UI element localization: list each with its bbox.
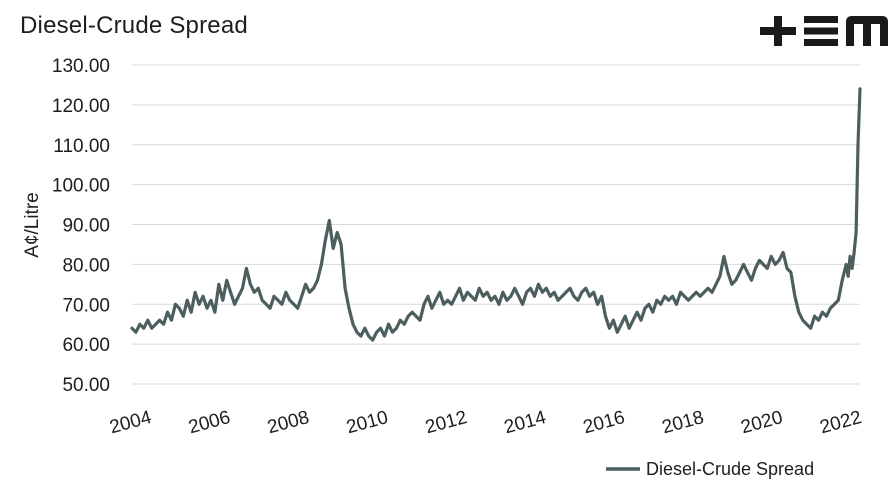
x-tick-label: 2014 [502,407,549,438]
x-tick-label: 2006 [186,407,232,438]
x-tick-label: 2020 [739,407,785,438]
logo-e-bottom [804,39,838,46]
brand-logo [760,16,888,46]
logo-m [846,16,888,46]
y-tick-label: 60.00 [62,335,110,356]
legend-label: Diesel-Crude Spread [646,459,814,479]
y-tick-label: 70.00 [62,295,110,316]
x-tick-label: 2004 [107,407,154,438]
gridlines [132,64,860,385]
x-tick-label: 2012 [423,407,469,438]
x-tick-label: 2022 [818,407,864,438]
y-tick-label: 130.00 [52,56,110,77]
y-tick-label: 50.00 [62,375,110,396]
x-tick-label: 2008 [265,407,311,438]
y-tick-label: 110.00 [53,136,110,157]
y-axis-ticks: 50.00 60.00 70.00 80.00 90.00 100.00 110.00 120… [52,56,110,396]
logo-e-top [804,16,838,23]
legend: Diesel-Crude Spread [606,459,814,479]
y-tick-label: 100.00 [52,176,110,197]
y-tick-label: 120.00 [52,96,110,117]
x-axis-ticks: 2004 2006 2008 2010 2012 2014 2016 2018 2020 2022 [107,407,864,438]
x-tick-label: 2018 [660,407,706,438]
x-tick-label: 2016 [581,407,627,438]
series-line-diesel-crude-spread [130,87,862,342]
x-tick-label: 2010 [344,407,390,438]
y-tick-label: 90.00 [62,216,110,237]
logo-plus-vertical [774,16,782,46]
logo-e-mid [804,27,838,35]
chart-title: Diesel-Crude Spread [20,12,248,39]
y-axis-label: A¢/Litre [22,192,43,257]
y-tick-label: 80.00 [62,255,110,276]
